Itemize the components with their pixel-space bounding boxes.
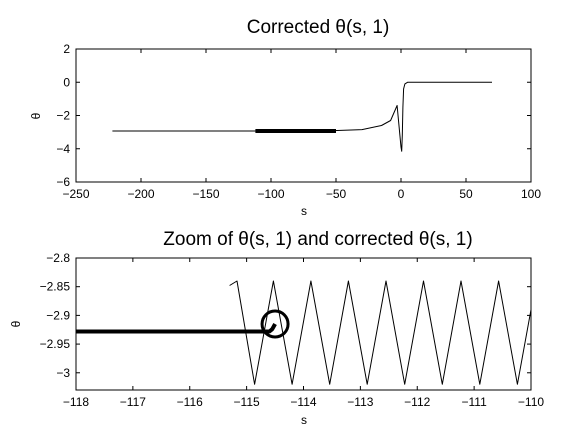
- top-series-thin-line: [112, 81, 492, 152]
- bottom-chart-frame: [75, 257, 532, 391]
- top-x-tick-label: 50: [459, 187, 473, 201]
- bottom-x-tick-label: −111: [462, 395, 488, 409]
- top-y-tick-label: −2: [56, 109, 70, 123]
- bottom-chart-title: Zoom of θ(s, 1) and corrected θ(s, 1): [163, 229, 472, 250]
- top-chart-frame: [75, 48, 532, 183]
- bottom-x-tick-label: −113: [347, 395, 373, 409]
- top-x-tick-label: −150: [192, 187, 219, 201]
- bottom-x-tick-label: −112: [404, 395, 430, 409]
- top-x-tick-label: 0: [398, 187, 405, 201]
- top-y-tick-label: 2: [63, 42, 70, 56]
- top-chart-title: Corrected θ(s, 1): [247, 17, 390, 38]
- bottom-series-thick-line: [76, 323, 277, 334]
- bottom-x-tick-label: −115: [234, 395, 260, 409]
- top-x-tick-label: −250: [62, 187, 89, 201]
- bottom-y-tick-label: −3: [56, 366, 70, 380]
- top-x-tick-label: 100: [521, 187, 541, 201]
- top-x-tick-label: −50: [326, 187, 347, 201]
- bottom-y-tick-label: −2.8: [46, 251, 70, 265]
- bottom-x-tick-label: −118: [63, 395, 89, 409]
- bottom-annotation-circle: [260, 309, 290, 339]
- bottom-y-tick-label: −2.9: [46, 308, 70, 322]
- bottom-x-tick-label: −110: [518, 395, 544, 409]
- top-x-tick-label: −200: [127, 187, 154, 201]
- bottom-series-thin-line: [229, 280, 532, 385]
- top-x-tick-label: −100: [257, 187, 284, 201]
- bottom-y-axis-label: θ: [9, 320, 23, 327]
- bottom-x-axis-label: s: [301, 413, 307, 427]
- bottom-y-tick-label: −2.85: [40, 280, 71, 294]
- top-y-tick-label: −6: [56, 175, 70, 189]
- bottom-x-tick-label: −116: [177, 395, 203, 409]
- bottom-x-tick-label: −114: [290, 395, 316, 409]
- top-x-axis-label: s: [301, 204, 307, 218]
- bottom-y-tick-label: −2.95: [40, 337, 71, 351]
- top-y-tick-label: 0: [63, 75, 70, 89]
- top-y-axis-label: θ: [29, 112, 43, 119]
- bottom-x-tick-label: −117: [120, 395, 146, 409]
- top-y-tick-label: −4: [56, 142, 70, 156]
